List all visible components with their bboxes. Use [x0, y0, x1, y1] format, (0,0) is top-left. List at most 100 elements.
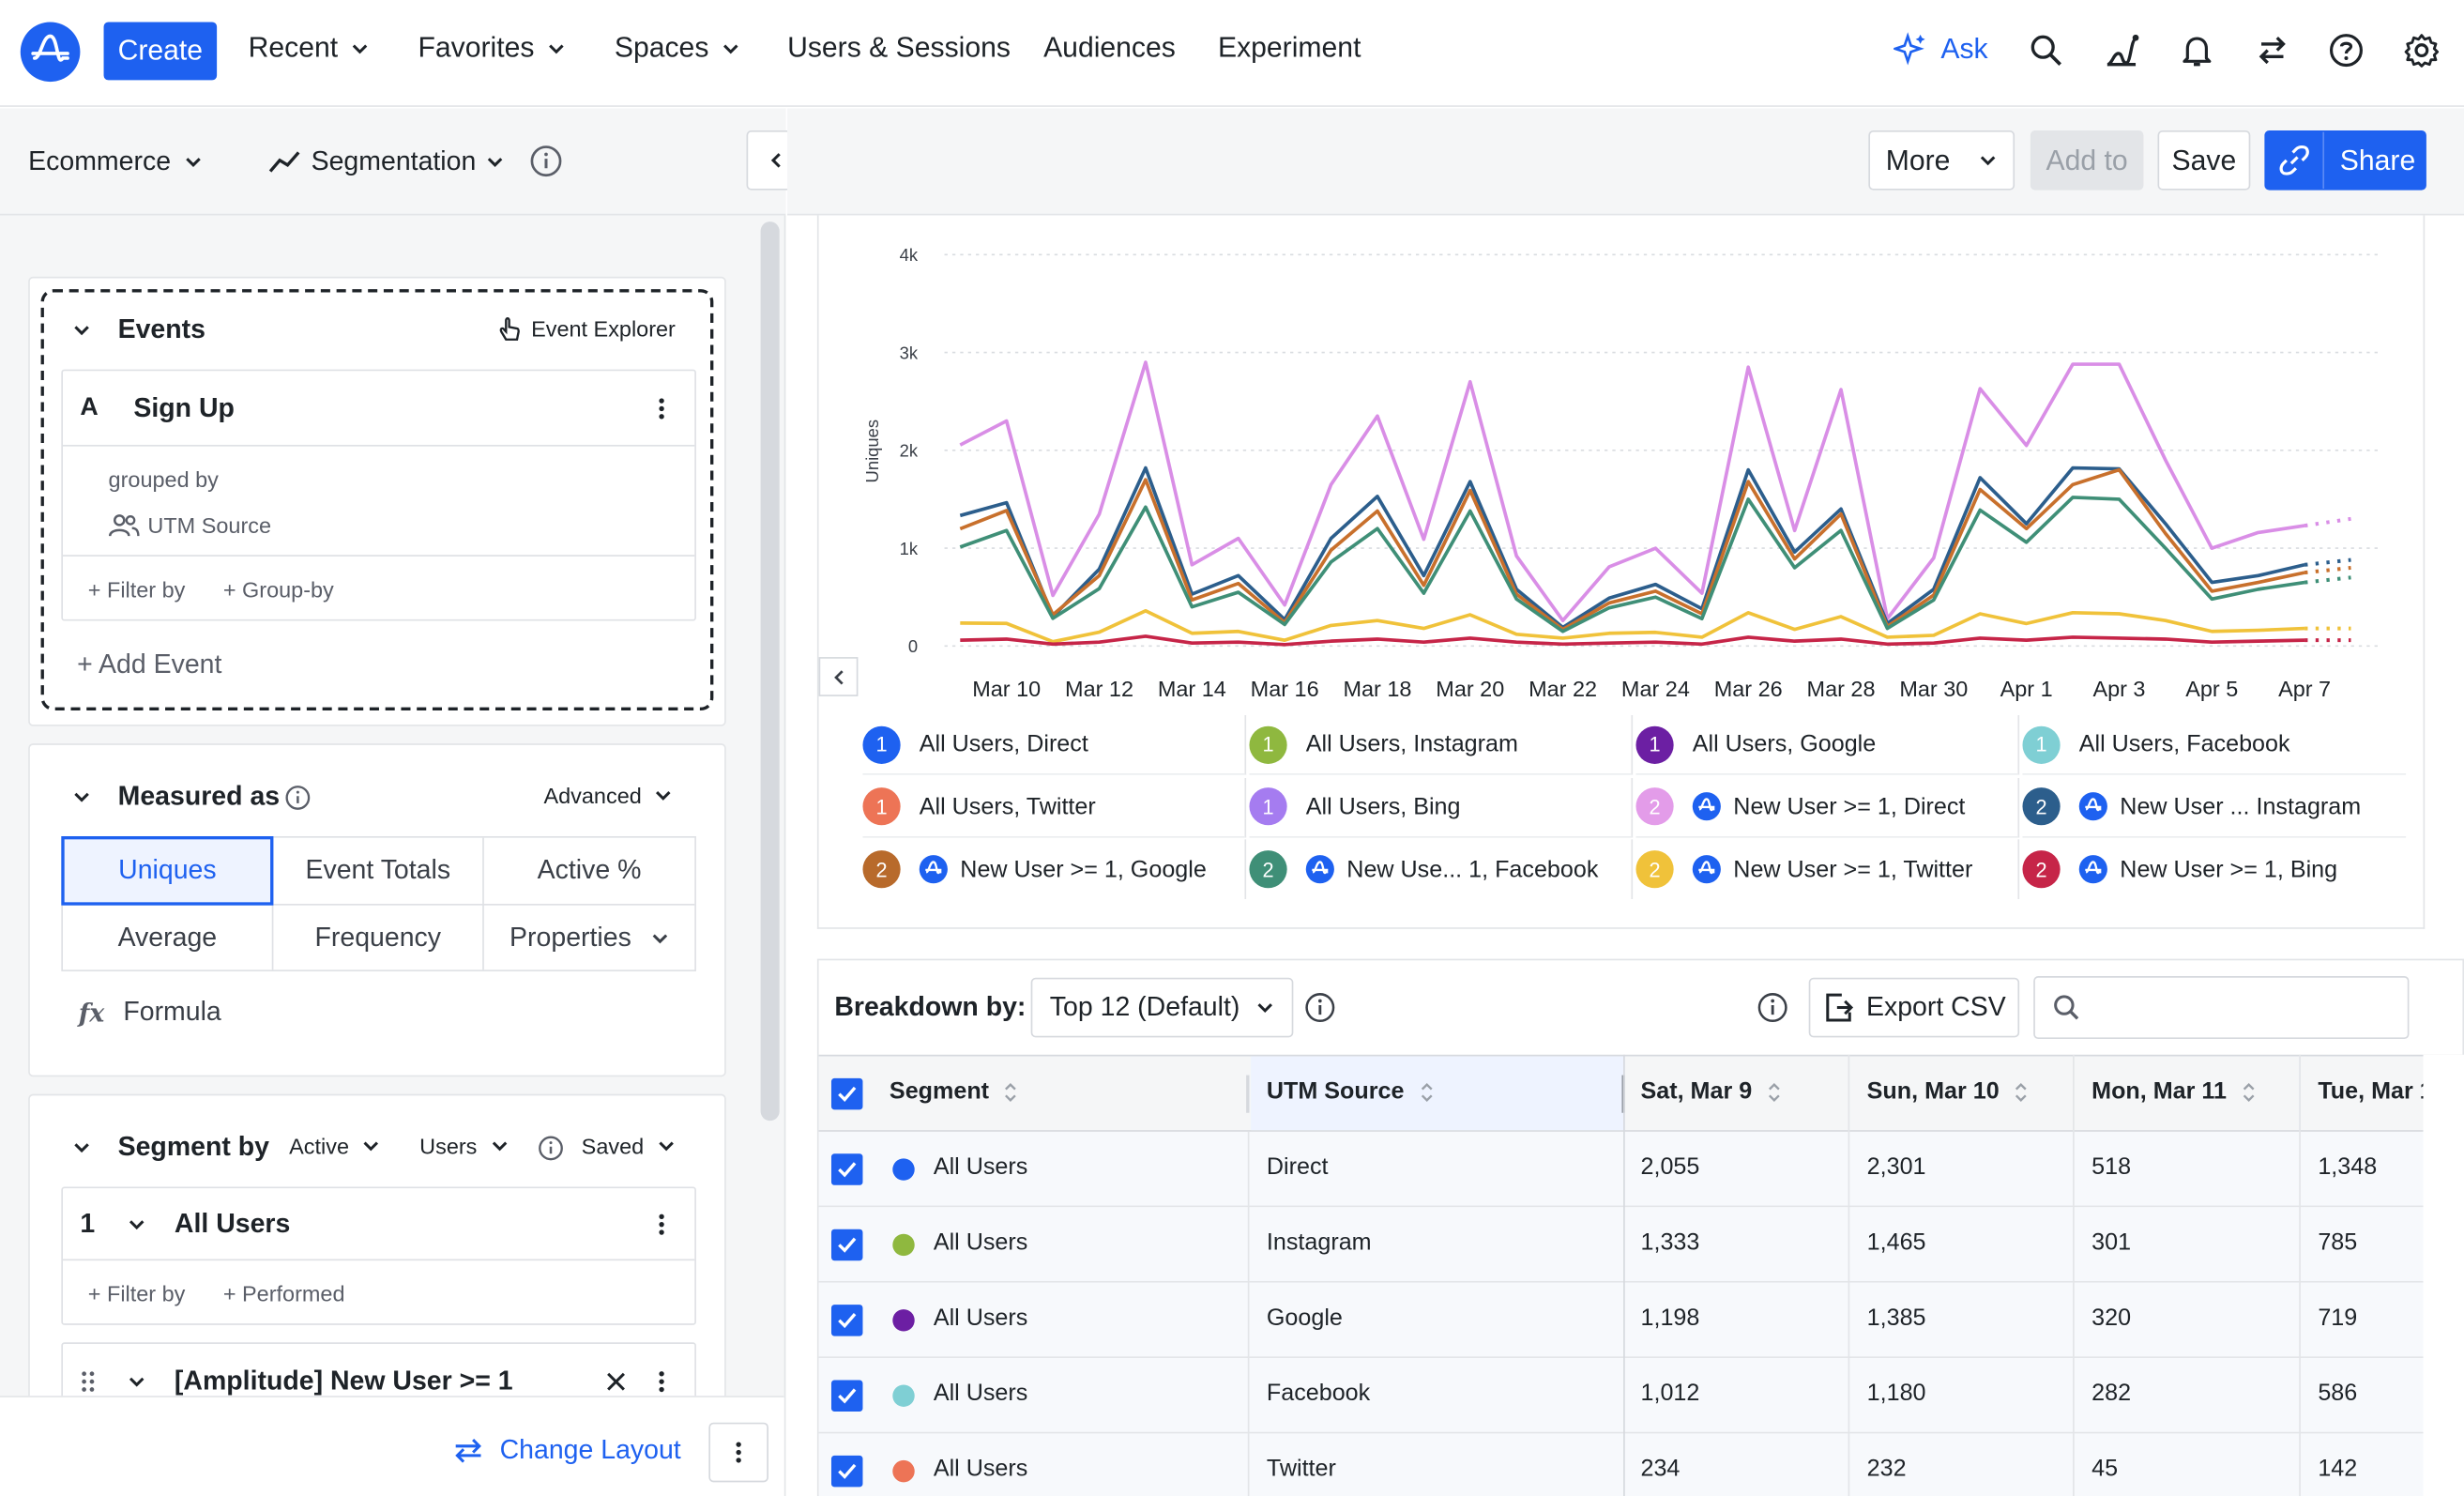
- column-resizer[interactable]: [1246, 1075, 1250, 1113]
- series-line[interactable]: [959, 466, 2305, 630]
- group-by-button[interactable]: + Group-by: [222, 576, 334, 603]
- row-checkbox[interactable]: [830, 1305, 863, 1336]
- series-line[interactable]: [960, 634, 2305, 647]
- info-icon[interactable]: [529, 145, 562, 177]
- chevron-down-icon[interactable]: [72, 787, 91, 806]
- table-row[interactable]: All Users Google 1,198 1,385 320 719: [818, 1282, 2464, 1359]
- more-vertical-icon[interactable]: [657, 396, 666, 421]
- metric-average[interactable]: Average: [117, 923, 218, 953]
- col-utm-source[interactable]: UTM Source: [1267, 1078, 1433, 1105]
- more-vertical-icon[interactable]: [657, 1212, 666, 1237]
- row-checkbox[interactable]: [830, 1380, 863, 1412]
- legend-item[interactable]: 1 All Users, Direct: [862, 715, 1247, 775]
- col-date-4[interactable]: Tue, Mar 1: [2318, 1078, 2432, 1105]
- info-icon[interactable]: [1304, 992, 1335, 1023]
- chevron-down-icon[interactable]: [72, 1138, 91, 1157]
- legend-item[interactable]: 1 All Users, Instagram: [1249, 715, 1634, 775]
- line-chart[interactable]: 0 1k 2k 3k 4k Mar 10 Mar 12 Mar 14 Mar 16 Mar 18…: [819, 215, 2426, 718]
- breakdown-dropdown[interactable]: Top 12 (Default): [1030, 977, 1294, 1038]
- table-search-input[interactable]: [2033, 976, 2410, 1040]
- help-icon[interactable]: [2327, 31, 2365, 69]
- chevron-down-icon[interactable]: [72, 321, 91, 340]
- legend-item[interactable]: 2 New User >= 1, Direct: [1635, 777, 2020, 837]
- segment-row[interactable]: 1 All Users: [62, 1188, 695, 1261]
- row-checkbox[interactable]: [830, 1153, 863, 1185]
- table-row[interactable]: All Users Twitter 234 232 45 142: [818, 1433, 2464, 1496]
- create-button[interactable]: Create: [103, 22, 218, 81]
- nav-spaces[interactable]: Spaces: [615, 31, 740, 64]
- saved-dropdown[interactable]: Saved: [582, 1134, 676, 1158]
- amplitude-logo[interactable]: [20, 22, 81, 83]
- panel-scrollbar[interactable]: [760, 221, 780, 1122]
- chart-type-selector[interactable]: Segmentation: [267, 146, 505, 177]
- series-line[interactable]: [960, 608, 2305, 644]
- filter-by-button[interactable]: + Filter by: [87, 576, 186, 603]
- col-date-1[interactable]: Sat, Mar 9: [1640, 1078, 1780, 1105]
- legend-item[interactable]: 2 New User ... Instagram: [2022, 777, 2407, 837]
- nav-recent[interactable]: Recent: [249, 31, 370, 64]
- legend-item[interactable]: 1 All Users, Google: [1635, 715, 2020, 775]
- info-icon[interactable]: [1757, 992, 1787, 1023]
- series-line[interactable]: [959, 496, 2305, 634]
- row-checkbox[interactable]: [830, 1229, 863, 1261]
- add-to-button[interactable]: Add to: [2030, 130, 2144, 191]
- segment-filter-by-button[interactable]: + Filter by: [87, 1280, 186, 1306]
- share-button[interactable]: Share: [2339, 144, 2416, 176]
- nav-users-sessions[interactable]: Users & Sessions: [787, 31, 1011, 64]
- metric-frequency[interactable]: Frequency: [314, 923, 442, 953]
- more-vertical-icon[interactable]: [657, 1369, 666, 1395]
- group-property[interactable]: UTM Source: [108, 512, 271, 538]
- chevron-down-icon[interactable]: [128, 1372, 146, 1391]
- metric-event-totals[interactable]: Event Totals: [305, 855, 451, 885]
- export-csv-button[interactable]: Export CSV: [1808, 977, 2020, 1038]
- nav-favorites[interactable]: Favorites: [418, 31, 565, 64]
- legend-item[interactable]: 2 New User >= 1, Twitter: [1635, 839, 2020, 899]
- col-date-2[interactable]: Sun, Mar 10: [1867, 1078, 2028, 1105]
- drag-handle-icon[interactable]: [80, 1369, 96, 1395]
- chart-scroll-left-button[interactable]: [818, 657, 859, 696]
- legend-item[interactable]: 1 All Users, Bing: [1249, 777, 1634, 837]
- performed-button[interactable]: + Performed: [222, 1280, 345, 1306]
- add-event-button[interactable]: + Add Event: [77, 649, 222, 679]
- legend-item[interactable]: 2 New Use... 1, Facebook: [1249, 839, 1634, 899]
- legend-item[interactable]: 2 New User >= 1, Bing: [2022, 839, 2406, 899]
- project-selector[interactable]: Ecommerce: [28, 146, 202, 177]
- series-line[interactable]: [959, 467, 2305, 632]
- col-date-3[interactable]: Mon, Mar 11: [2091, 1078, 2255, 1105]
- save-button[interactable]: Save: [2157, 130, 2251, 191]
- col-segment[interactable]: Segment: [890, 1078, 1017, 1105]
- users-dropdown[interactable]: Users: [419, 1134, 509, 1158]
- search-icon[interactable]: [2027, 31, 2064, 69]
- legend-item[interactable]: 1 All Users, Facebook: [2022, 715, 2407, 775]
- activity-icon[interactable]: [2103, 31, 2140, 69]
- metric-active-percent[interactable]: Active %: [537, 855, 642, 885]
- legend-item[interactable]: 1 All Users, Twitter: [862, 777, 1247, 837]
- ask-button[interactable]: Ask: [1894, 31, 1988, 66]
- row-checkbox[interactable]: [830, 1455, 863, 1488]
- gear-icon[interactable]: [2403, 31, 2441, 69]
- table-row[interactable]: All Users Direct 2,055 2,301 518 1,348: [818, 1131, 2464, 1208]
- chevron-down-icon[interactable]: [128, 1215, 146, 1234]
- series-line[interactable]: [959, 360, 2305, 623]
- legend-item[interactable]: 2 New User >= 1, Google: [862, 839, 1247, 899]
- event-explorer-button[interactable]: Event Explorer: [496, 314, 676, 343]
- advanced-dropdown[interactable]: Advanced: [543, 783, 673, 808]
- formula-button[interactable]: fx Formula: [79, 997, 221, 1028]
- event-row[interactable]: A Sign Up: [62, 371, 695, 447]
- close-icon[interactable]: [605, 1370, 627, 1392]
- table-row[interactable]: All Users Facebook 1,012 1,180 282 586: [818, 1358, 2464, 1434]
- sync-icon[interactable]: [2254, 31, 2291, 69]
- table-row[interactable]: All Users Instagram 1,333 1,465 301 785: [818, 1207, 2464, 1283]
- info-icon[interactable]: [284, 785, 311, 811]
- copy-link-button[interactable]: [2266, 131, 2325, 189]
- more-dropdown[interactable]: More: [1868, 130, 2015, 191]
- select-all-checkbox[interactable]: [830, 1077, 863, 1110]
- info-icon[interactable]: [538, 1135, 564, 1161]
- nav-audiences[interactable]: Audiences: [1043, 31, 1176, 64]
- bell-icon[interactable]: [2178, 31, 2215, 69]
- metric-properties[interactable]: Properties: [484, 906, 694, 971]
- metric-uniques[interactable]: Uniques: [61, 835, 274, 906]
- nav-experiment[interactable]: Experiment: [1218, 31, 1361, 64]
- active-dropdown[interactable]: Active: [289, 1134, 380, 1158]
- change-layout-button[interactable]: Change Layout: [452, 1435, 681, 1466]
